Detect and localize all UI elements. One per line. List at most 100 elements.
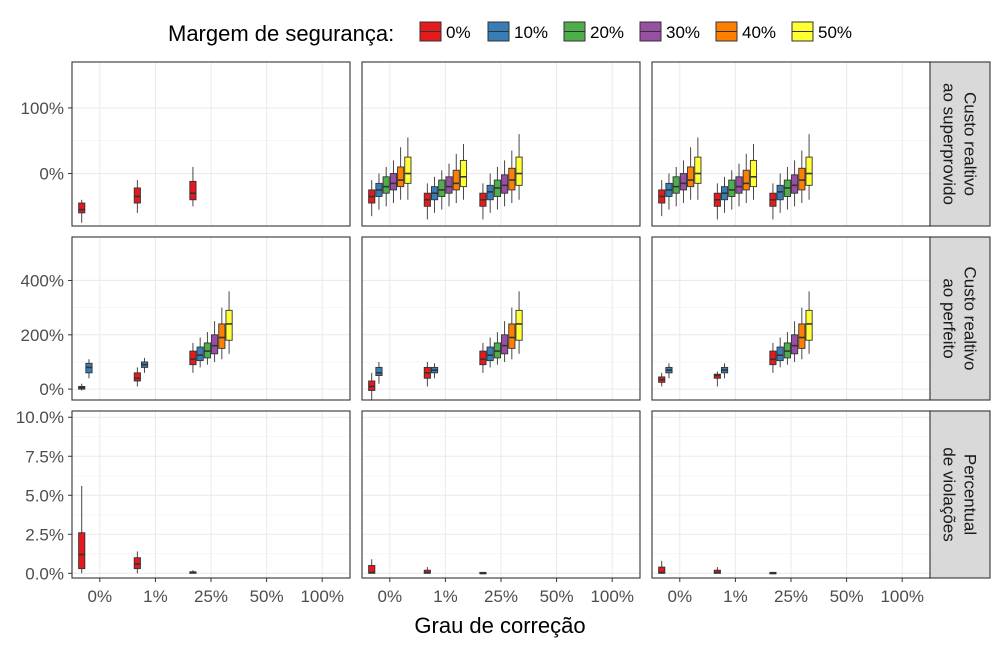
box-1%-0% — [133, 551, 141, 574]
box-25%-30% — [791, 321, 799, 362]
y-tick-label: 0% — [39, 380, 64, 399]
y-tick-label: 100% — [21, 99, 64, 118]
box-body — [672, 176, 680, 194]
box-1%-10% — [430, 176, 439, 213]
facet-strip-1: Custo realtivoao perfeito — [929, 236, 991, 401]
box-body — [382, 176, 390, 194]
box-body — [769, 350, 777, 366]
box-25%-50% — [225, 291, 233, 354]
box-1%-0% — [423, 567, 431, 574]
x-tick-label: 1% — [723, 587, 748, 606]
strip-background — [929, 236, 991, 401]
y-tick-label: 5.0% — [25, 486, 64, 505]
box-1%-0% — [713, 567, 721, 574]
box-body — [189, 350, 197, 366]
panel-r0-c1 — [361, 61, 641, 227]
box-0%-20% — [672, 166, 680, 207]
box-25%-50% — [515, 291, 523, 354]
box-body — [459, 159, 468, 188]
box-body — [501, 334, 509, 355]
box-0%-10% — [665, 363, 673, 379]
box-1%-0% — [423, 183, 431, 220]
box-body — [445, 176, 453, 194]
box-body — [78, 532, 86, 570]
box-25%-20% — [783, 332, 791, 365]
box-25%-40% — [218, 307, 226, 360]
box-25%-0% — [769, 342, 777, 373]
legend-label-2: 20% — [590, 23, 624, 42]
box-25%-40% — [508, 150, 516, 204]
strip-label-line: ao superprovido — [940, 83, 959, 205]
box-body — [728, 179, 736, 197]
box-body — [452, 169, 460, 191]
box-1%-0% — [423, 361, 431, 387]
legend-label-0: 0% — [446, 23, 471, 42]
strip-label: Custo realtivoao perfeito — [940, 267, 980, 371]
box-25%-40% — [508, 307, 516, 360]
x-tick-label: 100% — [590, 587, 633, 606]
y-tick-label: 0% — [39, 165, 64, 184]
x-tick-label: 25% — [194, 587, 228, 606]
y-tick-label: 200% — [21, 326, 64, 345]
box-body — [798, 323, 806, 349]
box-0%-0% — [368, 372, 376, 400]
box-0%-0% — [658, 180, 666, 217]
x-tick-label: 25% — [774, 587, 808, 606]
box-25%-0% — [479, 183, 487, 220]
panel-r2-c2 — [651, 410, 931, 579]
box-1%-40% — [742, 153, 750, 204]
x-tick-label: 50% — [540, 587, 574, 606]
panel-r0-c0 — [71, 61, 351, 227]
panel-r1-c2 — [651, 236, 931, 401]
box-0%-0% — [78, 383, 86, 391]
box-25%-50% — [515, 134, 523, 200]
box-0%-20% — [382, 166, 390, 207]
box-body — [694, 156, 702, 184]
box-body — [798, 167, 806, 191]
box-body — [189, 180, 197, 201]
box-body — [679, 173, 687, 191]
strip-background — [929, 410, 991, 579]
y-tick-label: 2.5% — [25, 525, 64, 544]
box-25%-50% — [805, 291, 813, 354]
box-25%-40% — [798, 307, 806, 360]
box-body — [742, 169, 750, 191]
box-25%-50% — [805, 134, 813, 200]
box-body — [508, 167, 516, 191]
box-25%-0% — [189, 166, 197, 207]
box-body — [479, 350, 487, 366]
strip-label: Custo realtivoao superprovido — [940, 83, 980, 205]
box-body — [438, 179, 446, 197]
strip-label: Percentualde violações — [940, 447, 980, 542]
box-25%-10% — [486, 173, 494, 213]
x-tick-label: 0% — [88, 587, 113, 606]
facet-strip-2: Percentualde violações — [929, 410, 991, 579]
box-body — [133, 187, 141, 204]
box-1%-0% — [133, 180, 141, 213]
box-body — [397, 166, 405, 188]
box-1%-10% — [720, 176, 729, 213]
x-tick-label: 1% — [433, 587, 458, 606]
box-1%-0% — [713, 183, 721, 220]
panel-r1-c0 — [71, 236, 351, 401]
y-tick-label: 7.5% — [25, 447, 64, 466]
box-body — [749, 159, 758, 188]
box-body — [486, 346, 494, 362]
box-25%-20% — [493, 332, 501, 365]
box-25%-30% — [501, 160, 509, 207]
box-0%-40% — [397, 147, 405, 200]
legend-label-3: 30% — [666, 23, 700, 42]
y-tick-label: 400% — [21, 271, 64, 290]
box-25%-20% — [203, 332, 211, 365]
box-1%-0% — [133, 367, 141, 387]
facet-strip-0: Custo realtivoao superprovido — [929, 61, 991, 227]
legend-label-1: 10% — [514, 23, 548, 42]
box-body — [375, 366, 383, 376]
y-tick-label: 0.0% — [25, 564, 64, 583]
box-0%-0% — [78, 199, 86, 223]
box-body — [218, 323, 226, 349]
box-body — [133, 372, 141, 382]
box-body — [501, 174, 509, 194]
legend-label-4: 40% — [742, 23, 776, 42]
